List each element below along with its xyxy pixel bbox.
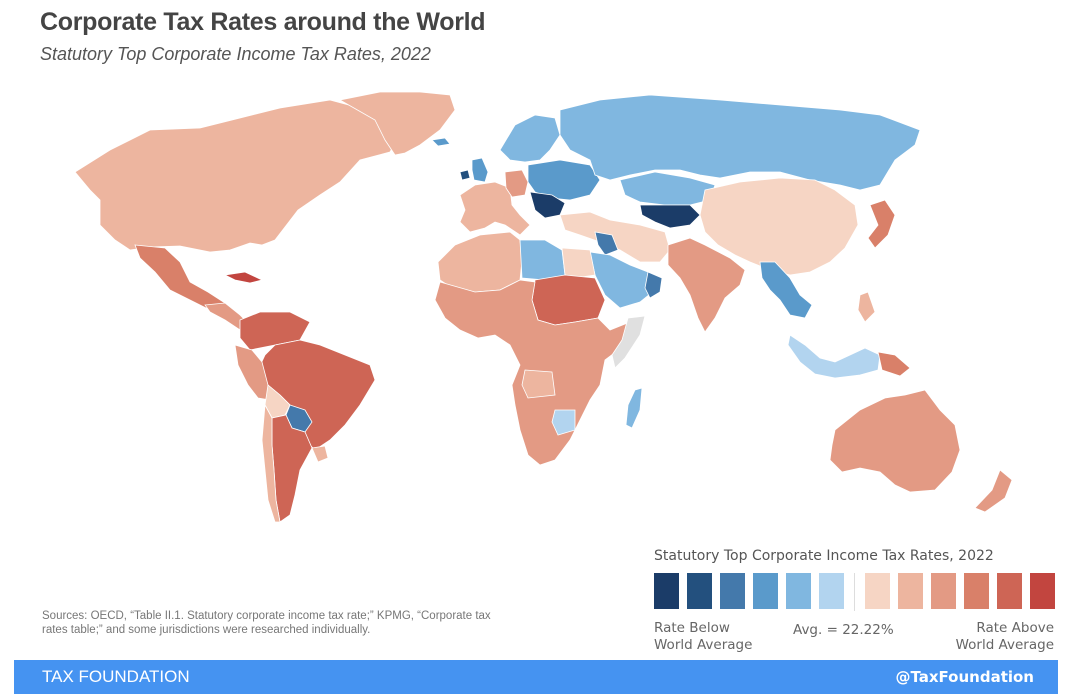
legend-swatch-above-1	[865, 573, 890, 609]
region-china-mongolia	[699, 177, 859, 276]
region-iceland	[431, 137, 451, 147]
legend-swatch-above-5	[997, 573, 1022, 609]
legend-swatch-above-3	[931, 573, 956, 609]
region-new-zealand	[974, 469, 1013, 513]
world-map	[74, 91, 1013, 523]
legend-swatch-above-6	[1030, 573, 1055, 609]
sources-note: Sources: OECD, “Table II.1. Statutory co…	[42, 610, 491, 636]
region-kazakhstan	[619, 171, 716, 206]
region-madagascar	[625, 387, 643, 429]
legend-swatch-above-2	[898, 573, 923, 609]
region-germany	[504, 169, 529, 198]
region-greenland	[338, 91, 456, 156]
region-oman	[644, 271, 663, 299]
legend-below-line2: World Average	[654, 637, 753, 653]
footer-handle[interactable]: @TaxFoundation	[895, 668, 1034, 686]
region-peru	[234, 344, 271, 401]
footer-banner: TAX FOUNDATION @TaxFoundation	[14, 660, 1058, 694]
region-mexico	[134, 244, 226, 311]
region-turkmenistan-uzbekistan	[639, 204, 701, 229]
region-eastern-europe	[527, 159, 601, 201]
region-southeast-asia	[759, 261, 813, 319]
region-cuba	[223, 271, 264, 284]
region-papua-new-guinea	[877, 351, 911, 377]
legend-swatch-below-1	[654, 573, 679, 609]
legend-below-label: Rate Below World Average	[654, 620, 752, 654]
legend-above-line1: Rate Above	[976, 620, 1054, 636]
legend-swatch-below-3	[720, 573, 745, 609]
region-ireland	[459, 169, 471, 181]
region-uk	[471, 157, 489, 183]
region-chad-sudan	[531, 274, 606, 326]
region-australia	[829, 389, 961, 493]
chart-subtitle: Statutory Top Corporate Income Tax Rates…	[40, 44, 431, 64]
region-north-america	[74, 99, 401, 253]
region-scandinavia	[499, 114, 561, 163]
region-japan	[867, 199, 896, 249]
legend-scale	[654, 573, 1063, 611]
legend-average-divider	[854, 573, 855, 611]
region-russia	[559, 94, 921, 191]
region-somalia	[611, 315, 646, 369]
region-botswana	[551, 409, 576, 436]
region-libya	[519, 239, 566, 281]
legend-swatch-below-6	[819, 573, 844, 609]
region-chile	[261, 403, 281, 523]
chart-title: Corporate Tax Rates around the World	[40, 8, 486, 36]
legend-above-line2: World Average	[955, 637, 1054, 653]
legend-swatch-above-4	[964, 573, 989, 609]
footer-brand: TAX FOUNDATION	[42, 667, 190, 686]
region-angola	[521, 369, 556, 399]
legend-average-label: Avg. = 22.22%	[793, 622, 894, 638]
legend-swatch-below-4	[753, 573, 778, 609]
region-uruguay	[311, 445, 329, 463]
region-turkey-iran	[559, 211, 671, 263]
legend-above-label: Rate Above World Average	[956, 620, 1054, 654]
region-philippines	[857, 291, 876, 323]
region-north-africa	[437, 231, 523, 293]
region-indonesia	[787, 334, 881, 379]
legend-swatch-below-5	[786, 573, 811, 609]
legend-title: Statutory Top Corporate Income Tax Rates…	[654, 548, 994, 564]
region-iraq	[594, 231, 619, 256]
region-western-europe	[459, 181, 531, 236]
region-saudi-arabia	[589, 251, 656, 309]
region-india-pakistan	[667, 237, 746, 333]
legend-below-line1: Rate Below	[654, 620, 730, 636]
region-egypt	[561, 247, 596, 279]
legend-swatch-below-2	[687, 573, 712, 609]
